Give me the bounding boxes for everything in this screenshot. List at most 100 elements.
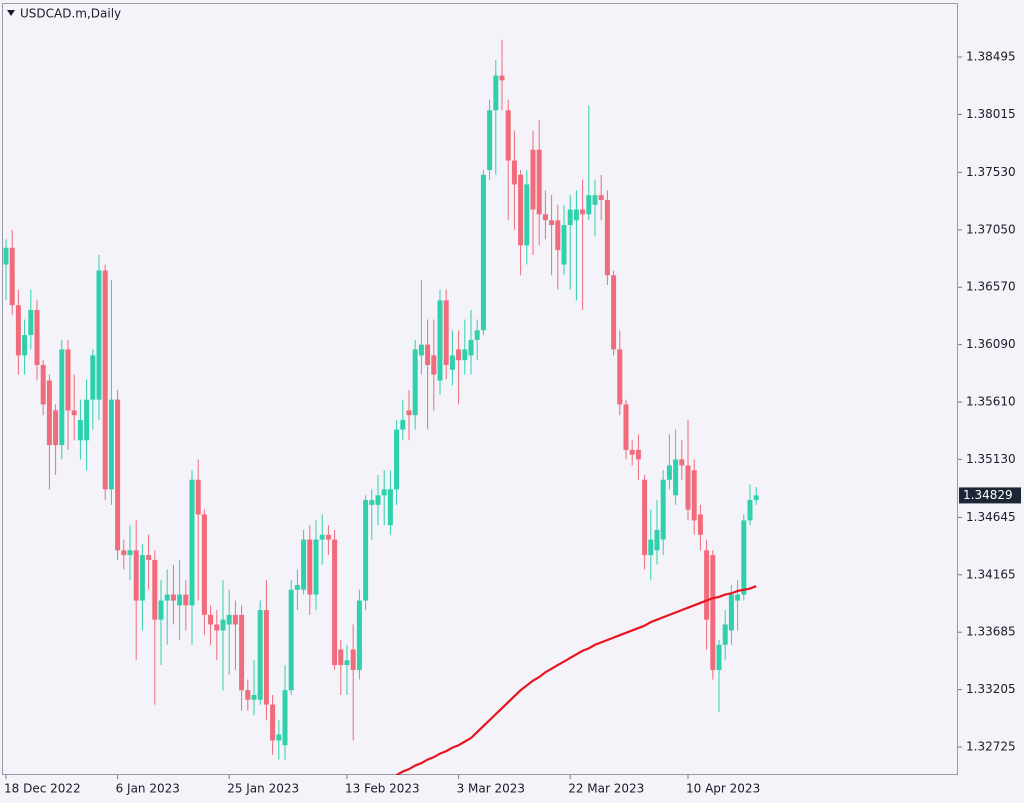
candle-body bbox=[170, 594, 176, 601]
candle-body bbox=[456, 349, 462, 361]
candle-body bbox=[350, 649, 356, 670]
candle-body bbox=[704, 550, 710, 620]
candle-body bbox=[536, 149, 542, 215]
y-tick-label: 1.33205 bbox=[966, 682, 1016, 696]
moving-average-line bbox=[396, 585, 757, 775]
candle-body bbox=[487, 110, 493, 171]
candle-body bbox=[133, 550, 139, 601]
candle-body bbox=[635, 449, 641, 460]
candle-body bbox=[46, 380, 52, 446]
x-tick-label: 3 Mar 2023 bbox=[457, 782, 525, 796]
candle-body bbox=[164, 594, 170, 601]
candle-body bbox=[15, 305, 21, 356]
candle-body bbox=[394, 429, 400, 490]
chart-title: USDCAD.m,Daily bbox=[20, 7, 121, 21]
last-price-box bbox=[959, 487, 1021, 504]
y-tick-label: 1.38495 bbox=[966, 50, 1016, 64]
candle-body bbox=[716, 644, 722, 670]
candle-body bbox=[356, 600, 362, 670]
candle-body bbox=[263, 610, 269, 705]
candle-body bbox=[183, 594, 189, 606]
y-tick-label: 1.37050 bbox=[966, 222, 1016, 236]
candle-body bbox=[691, 470, 697, 521]
candle-body bbox=[226, 614, 232, 625]
y-tick-label: 1.38015 bbox=[966, 107, 1016, 121]
candle-body bbox=[239, 614, 245, 691]
candle-body bbox=[208, 614, 214, 625]
candle-body bbox=[214, 624, 220, 631]
candle-body bbox=[666, 465, 672, 480]
candle-body bbox=[561, 225, 567, 265]
candle-body bbox=[623, 404, 629, 450]
candle-body bbox=[127, 550, 133, 556]
candle-body bbox=[735, 594, 741, 601]
candle-body bbox=[648, 539, 654, 556]
candle-body bbox=[195, 479, 201, 515]
candle-body bbox=[580, 209, 586, 215]
candle-body bbox=[282, 690, 288, 746]
candle-body bbox=[449, 355, 455, 370]
candle-body bbox=[518, 174, 524, 246]
candle-body bbox=[387, 489, 393, 526]
candle-body bbox=[146, 555, 152, 560]
x-tick-label: 13 Feb 2023 bbox=[345, 782, 420, 796]
candle-body bbox=[77, 419, 83, 441]
candle-body bbox=[549, 220, 555, 226]
candle-body bbox=[319, 534, 325, 540]
x-tick-label: 22 Mar 2023 bbox=[568, 782, 644, 796]
candle-body bbox=[741, 520, 747, 595]
menu-arrow[interactable] bbox=[7, 10, 15, 16]
candle-body bbox=[642, 479, 648, 556]
y-tick-label: 1.34165 bbox=[966, 567, 1016, 581]
candle-body bbox=[201, 514, 207, 615]
candle-body bbox=[375, 495, 381, 505]
y-tick-label: 1.32725 bbox=[966, 740, 1016, 754]
candle-body bbox=[313, 539, 319, 595]
candle-body bbox=[276, 734, 282, 741]
candle-body bbox=[462, 349, 468, 361]
candle-body bbox=[542, 214, 548, 221]
candle-body bbox=[617, 349, 623, 405]
candle-body bbox=[685, 465, 691, 510]
y-tick-label: 1.35130 bbox=[966, 452, 1016, 466]
candle-body bbox=[418, 344, 424, 356]
candle-body bbox=[177, 594, 183, 606]
candle-body bbox=[728, 594, 734, 631]
candle-body bbox=[96, 270, 102, 400]
candle-body bbox=[598, 195, 604, 200]
candle-body bbox=[40, 364, 46, 405]
x-tick-label: 6 Jan 2023 bbox=[116, 782, 180, 796]
candle-body bbox=[307, 539, 313, 595]
candle-body bbox=[28, 309, 34, 336]
candle-body bbox=[660, 479, 666, 540]
last-price-label: 1.34829 bbox=[963, 488, 1013, 502]
candle-body bbox=[363, 500, 369, 601]
candle-body bbox=[499, 75, 505, 81]
y-tick-label: 1.36570 bbox=[966, 280, 1016, 294]
candle-body bbox=[71, 410, 77, 416]
candle-body bbox=[697, 514, 703, 535]
candle-body bbox=[400, 419, 406, 430]
candle-body bbox=[245, 690, 251, 700]
candle-body bbox=[220, 619, 226, 631]
candle-body bbox=[493, 75, 499, 111]
candle-body bbox=[474, 330, 480, 340]
candle-body bbox=[152, 559, 158, 620]
candle-body bbox=[679, 459, 685, 466]
candle-body bbox=[586, 195, 592, 215]
candle-body bbox=[530, 149, 536, 210]
candle-body bbox=[3, 247, 9, 265]
candle-body bbox=[251, 695, 257, 700]
candle-body bbox=[555, 220, 561, 251]
candle-body bbox=[468, 339, 474, 356]
candle-body bbox=[753, 495, 759, 501]
candle-body bbox=[34, 309, 40, 365]
candle-body bbox=[505, 110, 511, 161]
candle-body bbox=[288, 589, 294, 691]
candle-body bbox=[257, 610, 263, 700]
candle-body bbox=[294, 584, 300, 590]
candle-body bbox=[412, 349, 418, 416]
candle-body bbox=[629, 449, 635, 455]
candle-body bbox=[747, 500, 753, 521]
